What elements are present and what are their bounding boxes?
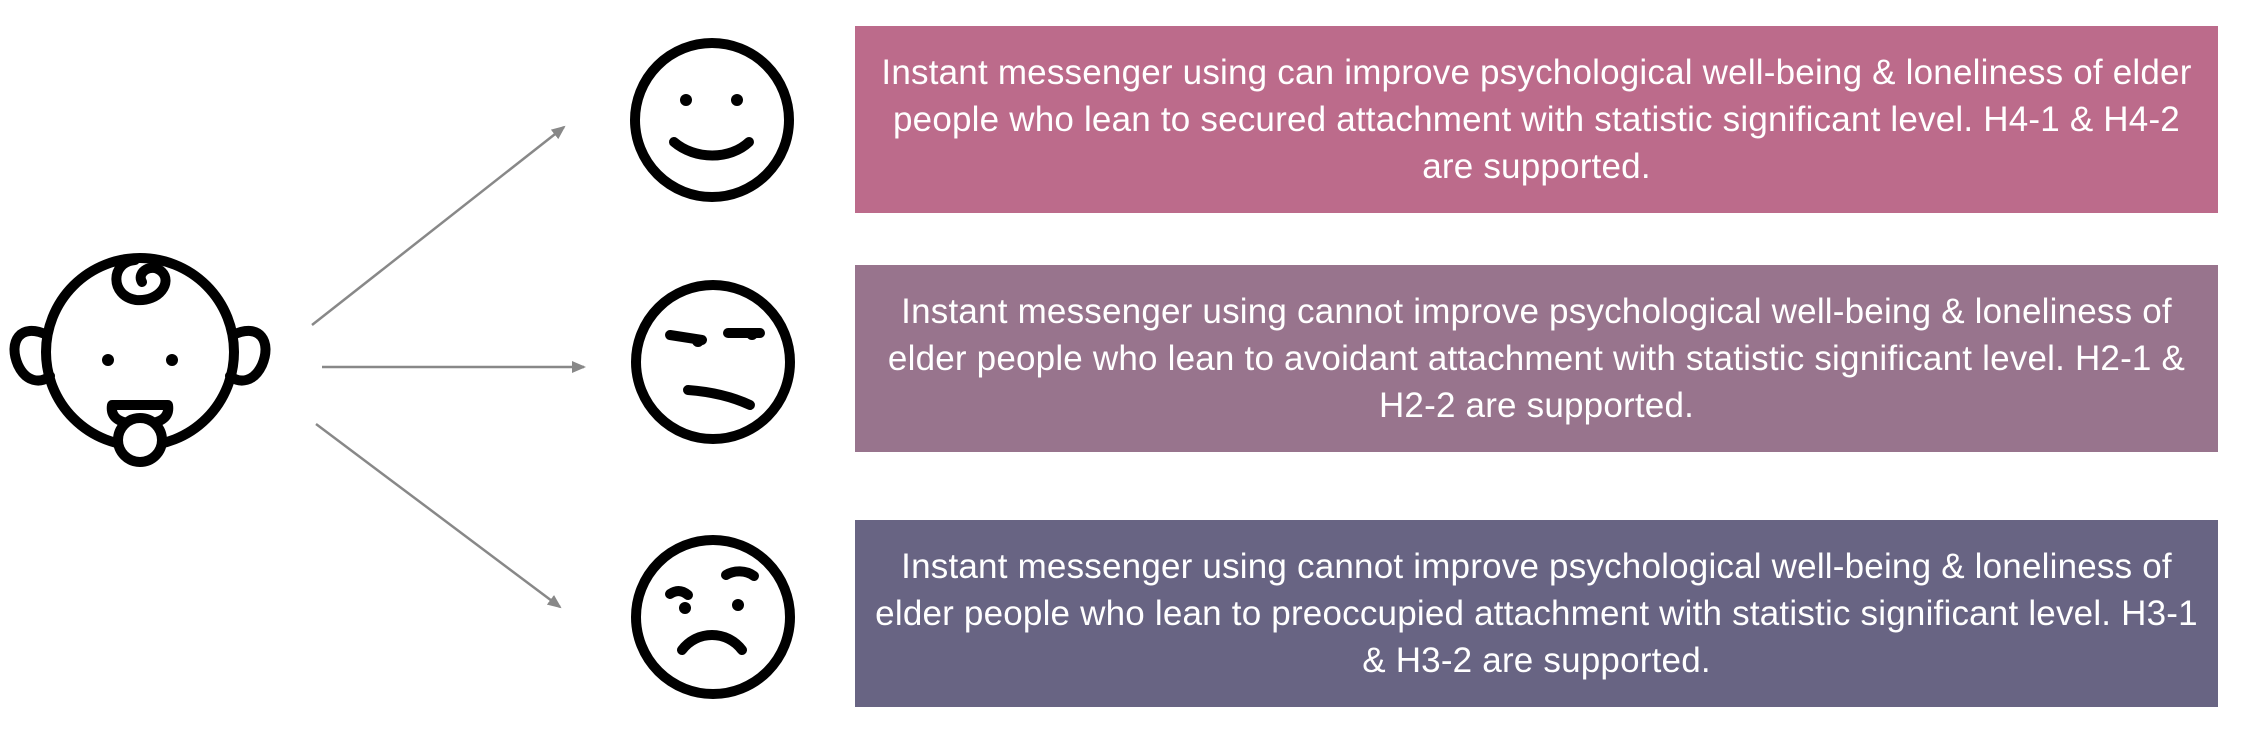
outcome-text-secure: Instant messenger using can improve psyc…: [881, 53, 2192, 186]
smiling-face-icon: [630, 38, 794, 202]
outcome-text-avoidant: Instant messenger using cannot improve p…: [887, 292, 2186, 425]
outcome-box-avoidant: Instant messenger using cannot improve p…: [855, 265, 2218, 452]
outcome-box-preoccupied: Instant messenger using cannot improve p…: [855, 520, 2218, 707]
outcome-box-secure: Instant messenger using can improve psyc…: [855, 26, 2218, 213]
arrow-to-secure: [311, 125, 566, 326]
unamused-face-icon: [631, 280, 795, 444]
outcome-text-preoccupied: Instant messenger using cannot improve p…: [875, 547, 2198, 680]
arrow-to-preoccupied: [315, 423, 562, 609]
worried-face-icon: [631, 535, 795, 699]
baby-face-icon: [9, 253, 271, 467]
